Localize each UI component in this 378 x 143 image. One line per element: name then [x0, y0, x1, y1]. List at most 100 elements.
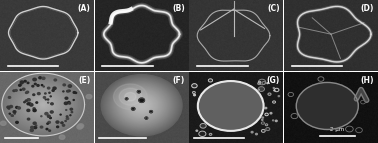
Circle shape: [40, 126, 43, 128]
Circle shape: [124, 92, 159, 118]
Circle shape: [266, 128, 269, 130]
Circle shape: [33, 122, 36, 124]
Circle shape: [22, 88, 25, 90]
Circle shape: [118, 88, 165, 123]
Circle shape: [53, 87, 56, 90]
Circle shape: [124, 92, 160, 119]
Circle shape: [30, 129, 33, 131]
Circle shape: [25, 100, 27, 102]
Circle shape: [193, 85, 196, 87]
Circle shape: [2, 73, 85, 136]
Circle shape: [19, 85, 21, 86]
Circle shape: [40, 102, 46, 107]
Circle shape: [27, 109, 30, 112]
Circle shape: [251, 131, 253, 133]
Circle shape: [29, 94, 57, 115]
Circle shape: [269, 94, 270, 95]
Circle shape: [36, 102, 38, 103]
Circle shape: [259, 82, 260, 83]
Circle shape: [115, 85, 168, 125]
Circle shape: [50, 111, 53, 113]
Circle shape: [7, 106, 10, 108]
Circle shape: [43, 86, 44, 87]
Circle shape: [23, 89, 64, 120]
Circle shape: [24, 90, 62, 119]
Circle shape: [38, 100, 49, 109]
Circle shape: [106, 79, 177, 132]
Circle shape: [265, 107, 267, 109]
Circle shape: [112, 83, 171, 127]
Circle shape: [8, 97, 11, 98]
Text: 2 μm: 2 μm: [330, 127, 344, 132]
Circle shape: [266, 124, 267, 125]
Circle shape: [139, 104, 144, 107]
Circle shape: [48, 121, 50, 123]
Circle shape: [15, 84, 71, 125]
Circle shape: [27, 92, 60, 117]
Circle shape: [41, 85, 43, 86]
Circle shape: [194, 94, 195, 96]
Circle shape: [13, 90, 15, 92]
Circle shape: [86, 94, 92, 99]
Circle shape: [138, 102, 146, 108]
Circle shape: [68, 85, 71, 87]
Circle shape: [20, 81, 23, 84]
Circle shape: [37, 85, 39, 86]
Circle shape: [47, 115, 50, 117]
Circle shape: [64, 102, 68, 105]
Circle shape: [8, 77, 79, 132]
Circle shape: [33, 108, 35, 109]
Circle shape: [130, 96, 154, 114]
Circle shape: [49, 92, 50, 93]
Text: (C): (C): [267, 4, 280, 13]
Circle shape: [260, 81, 264, 84]
Circle shape: [56, 121, 59, 123]
Circle shape: [27, 82, 29, 84]
Circle shape: [141, 105, 143, 106]
Text: (B): (B): [172, 4, 185, 13]
Circle shape: [119, 88, 142, 105]
Circle shape: [130, 97, 153, 114]
Circle shape: [36, 125, 37, 126]
Circle shape: [45, 93, 46, 94]
Circle shape: [102, 75, 181, 135]
Circle shape: [10, 106, 12, 108]
Circle shape: [39, 77, 42, 79]
Circle shape: [132, 108, 135, 110]
Circle shape: [47, 99, 49, 100]
Circle shape: [32, 86, 34, 87]
Circle shape: [262, 117, 263, 118]
Circle shape: [21, 88, 65, 121]
Circle shape: [133, 98, 151, 112]
Circle shape: [3, 74, 83, 135]
Circle shape: [104, 77, 179, 134]
Circle shape: [135, 100, 149, 111]
Circle shape: [125, 92, 136, 101]
Circle shape: [25, 92, 27, 93]
Circle shape: [10, 80, 76, 130]
Circle shape: [28, 118, 30, 120]
Circle shape: [42, 77, 45, 79]
Circle shape: [57, 126, 59, 128]
Circle shape: [9, 113, 10, 114]
Circle shape: [262, 130, 264, 132]
Circle shape: [77, 125, 82, 129]
Circle shape: [278, 96, 279, 97]
Circle shape: [60, 114, 61, 115]
Circle shape: [139, 98, 144, 102]
Circle shape: [46, 128, 48, 130]
Circle shape: [260, 88, 263, 90]
Circle shape: [54, 79, 57, 81]
Circle shape: [24, 102, 25, 103]
Circle shape: [33, 78, 36, 81]
Circle shape: [127, 94, 157, 117]
Circle shape: [48, 87, 50, 89]
Circle shape: [37, 93, 40, 95]
Circle shape: [14, 83, 72, 126]
Circle shape: [25, 91, 61, 118]
Circle shape: [210, 134, 211, 135]
Circle shape: [27, 99, 30, 101]
Circle shape: [20, 87, 67, 122]
Circle shape: [33, 94, 35, 96]
Circle shape: [26, 91, 29, 93]
